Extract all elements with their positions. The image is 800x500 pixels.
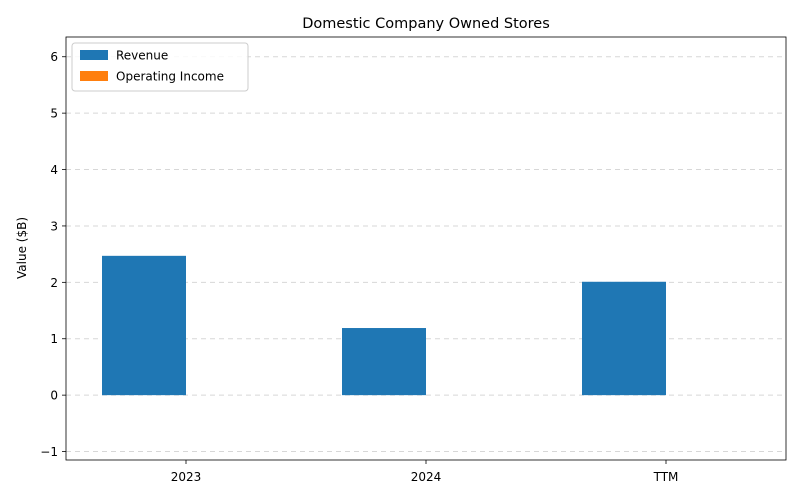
legend-label-revenue: Revenue [116, 49, 168, 63]
y-tick-label: 5 [50, 107, 58, 121]
bar-revenue-2024 [342, 328, 426, 396]
x-tick-label: TTM [653, 470, 679, 484]
y-tick-label: 3 [50, 219, 58, 233]
legend-label-operating-income: Operating Income [116, 70, 224, 84]
legend: Revenue Operating Income [71, 42, 249, 92]
y-tick-label: 2 [50, 276, 58, 290]
legend-swatch-revenue [80, 50, 108, 60]
y-tick-label: 0 [50, 389, 58, 403]
chart-title: Domestic Company Owned Stores [302, 16, 550, 32]
y-axis-label: Value ($B) [15, 217, 29, 279]
legend-box [71, 42, 249, 92]
y-tick-label: 1 [50, 332, 58, 346]
legend-swatch-operating-income [80, 71, 108, 81]
bar-revenue-2023 [102, 255, 186, 396]
x-tick-label: 2023 [171, 470, 202, 484]
plot-frame [65, 36, 787, 461]
bar-revenue-ttm [582, 281, 666, 396]
bars [102, 255, 666, 396]
y-axis-ticks: −1 0 1 2 3 4 5 6 [40, 50, 66, 459]
y-tick-label: 6 [50, 50, 58, 64]
x-tick-label: 2024 [411, 470, 442, 484]
x-axis-ticks: 2023 2024 TTM [171, 460, 679, 484]
y-tick-label: 4 [50, 163, 58, 177]
y-tick-label: −1 [40, 445, 58, 459]
